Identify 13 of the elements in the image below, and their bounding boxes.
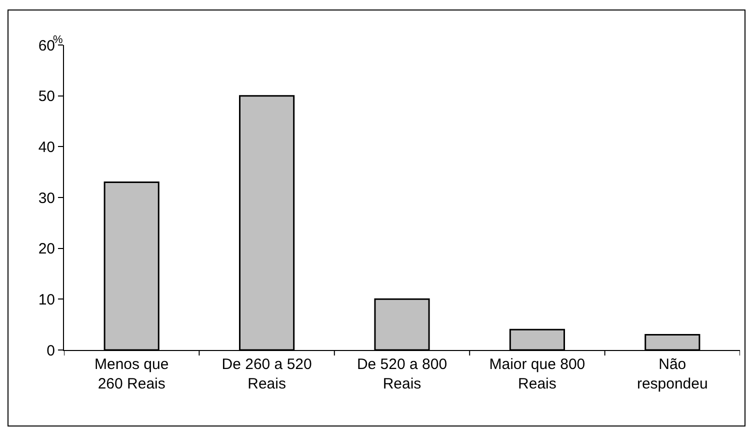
y-tick-label: 50 (38, 88, 55, 106)
y-tick-label: 30 (38, 190, 55, 207)
x-tick-label: Não respondeu (636, 356, 708, 392)
x-tick-label: Menos que 260 Reais (94, 356, 169, 392)
x-tick-label: De 260 a 520 Reais (222, 356, 312, 392)
x-tick-label: Maior que 800 Reais (489, 356, 586, 392)
y-tick-label: 20 (38, 240, 55, 258)
y-axis-title: % (53, 34, 63, 46)
y-tick-label: 40 (38, 138, 55, 156)
y-tick-label: 60 (38, 37, 55, 54)
x-tick-label: De 520 a 800 Reais (356, 356, 448, 392)
y-tick-label: 0 (46, 342, 55, 360)
y-tick-label: 10 (38, 291, 55, 308)
